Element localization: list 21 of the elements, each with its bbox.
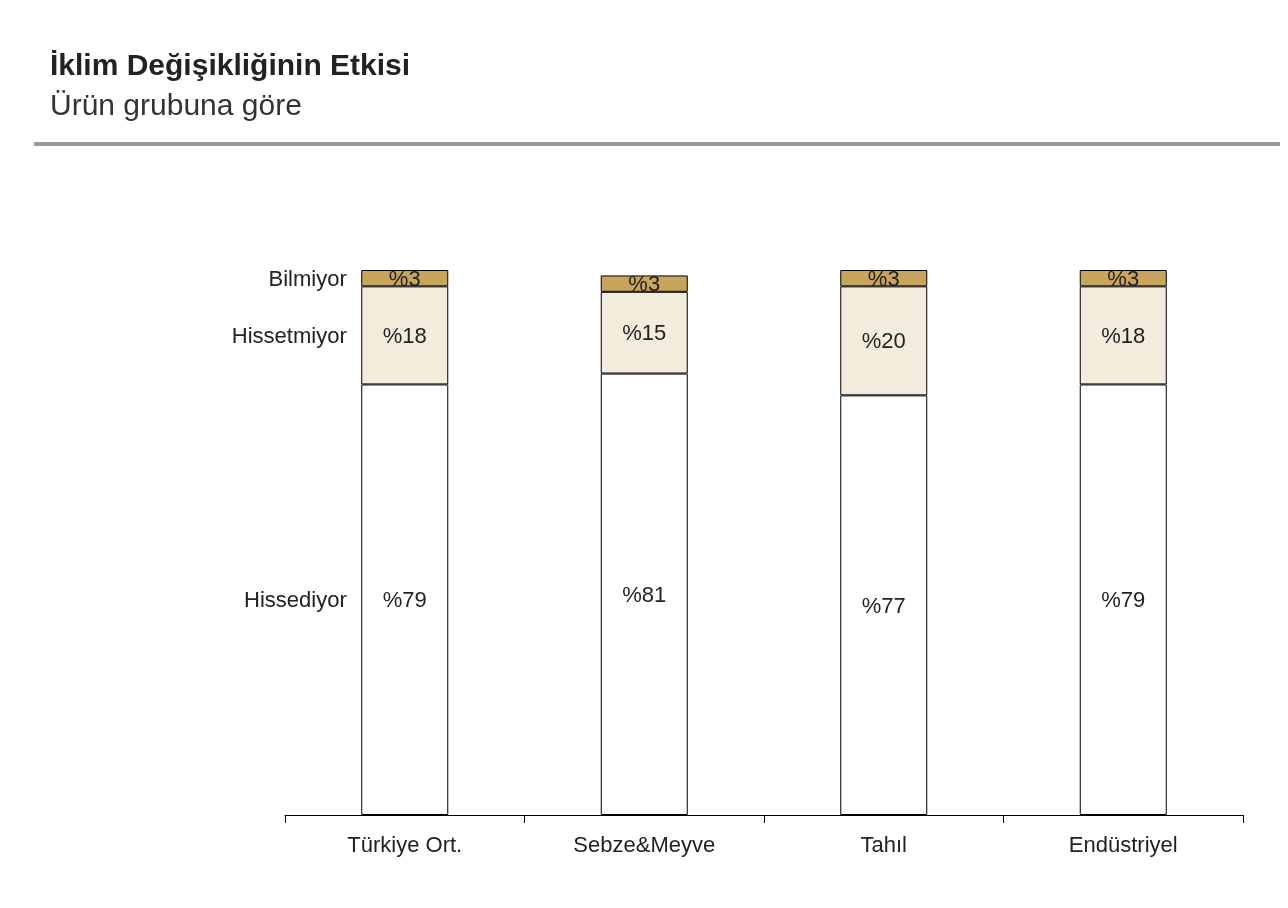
data-label: %15 bbox=[622, 320, 667, 346]
series-label: Bilmiyor bbox=[268, 265, 347, 291]
data-label: %3 bbox=[1107, 265, 1140, 291]
chart-title: İklim Değişikliğinin Etkisi bbox=[50, 48, 411, 82]
data-label: %18 bbox=[1101, 322, 1146, 348]
x-tick-label: Türkiye Ort. bbox=[347, 831, 463, 857]
data-label: %3 bbox=[388, 265, 421, 291]
data-label: %79 bbox=[1101, 587, 1146, 613]
data-label: %3 bbox=[867, 265, 900, 291]
series-label: Hissediyor bbox=[244, 587, 347, 613]
chart-subtitle: Ürün grubuna göre bbox=[50, 88, 302, 122]
data-label: %18 bbox=[382, 322, 427, 348]
x-tick-label: Endüstriyel bbox=[1068, 831, 1178, 857]
data-label: %79 bbox=[382, 587, 427, 613]
series-label: Hissetmiyor bbox=[231, 322, 347, 348]
data-label: %81 bbox=[622, 581, 667, 607]
data-label: %20 bbox=[861, 328, 906, 354]
x-tick-label: Sebze&Meyve bbox=[573, 831, 716, 857]
data-label: %3 bbox=[628, 271, 661, 297]
data-label: %77 bbox=[861, 592, 906, 618]
x-tick-label: Tahıl bbox=[860, 831, 907, 857]
